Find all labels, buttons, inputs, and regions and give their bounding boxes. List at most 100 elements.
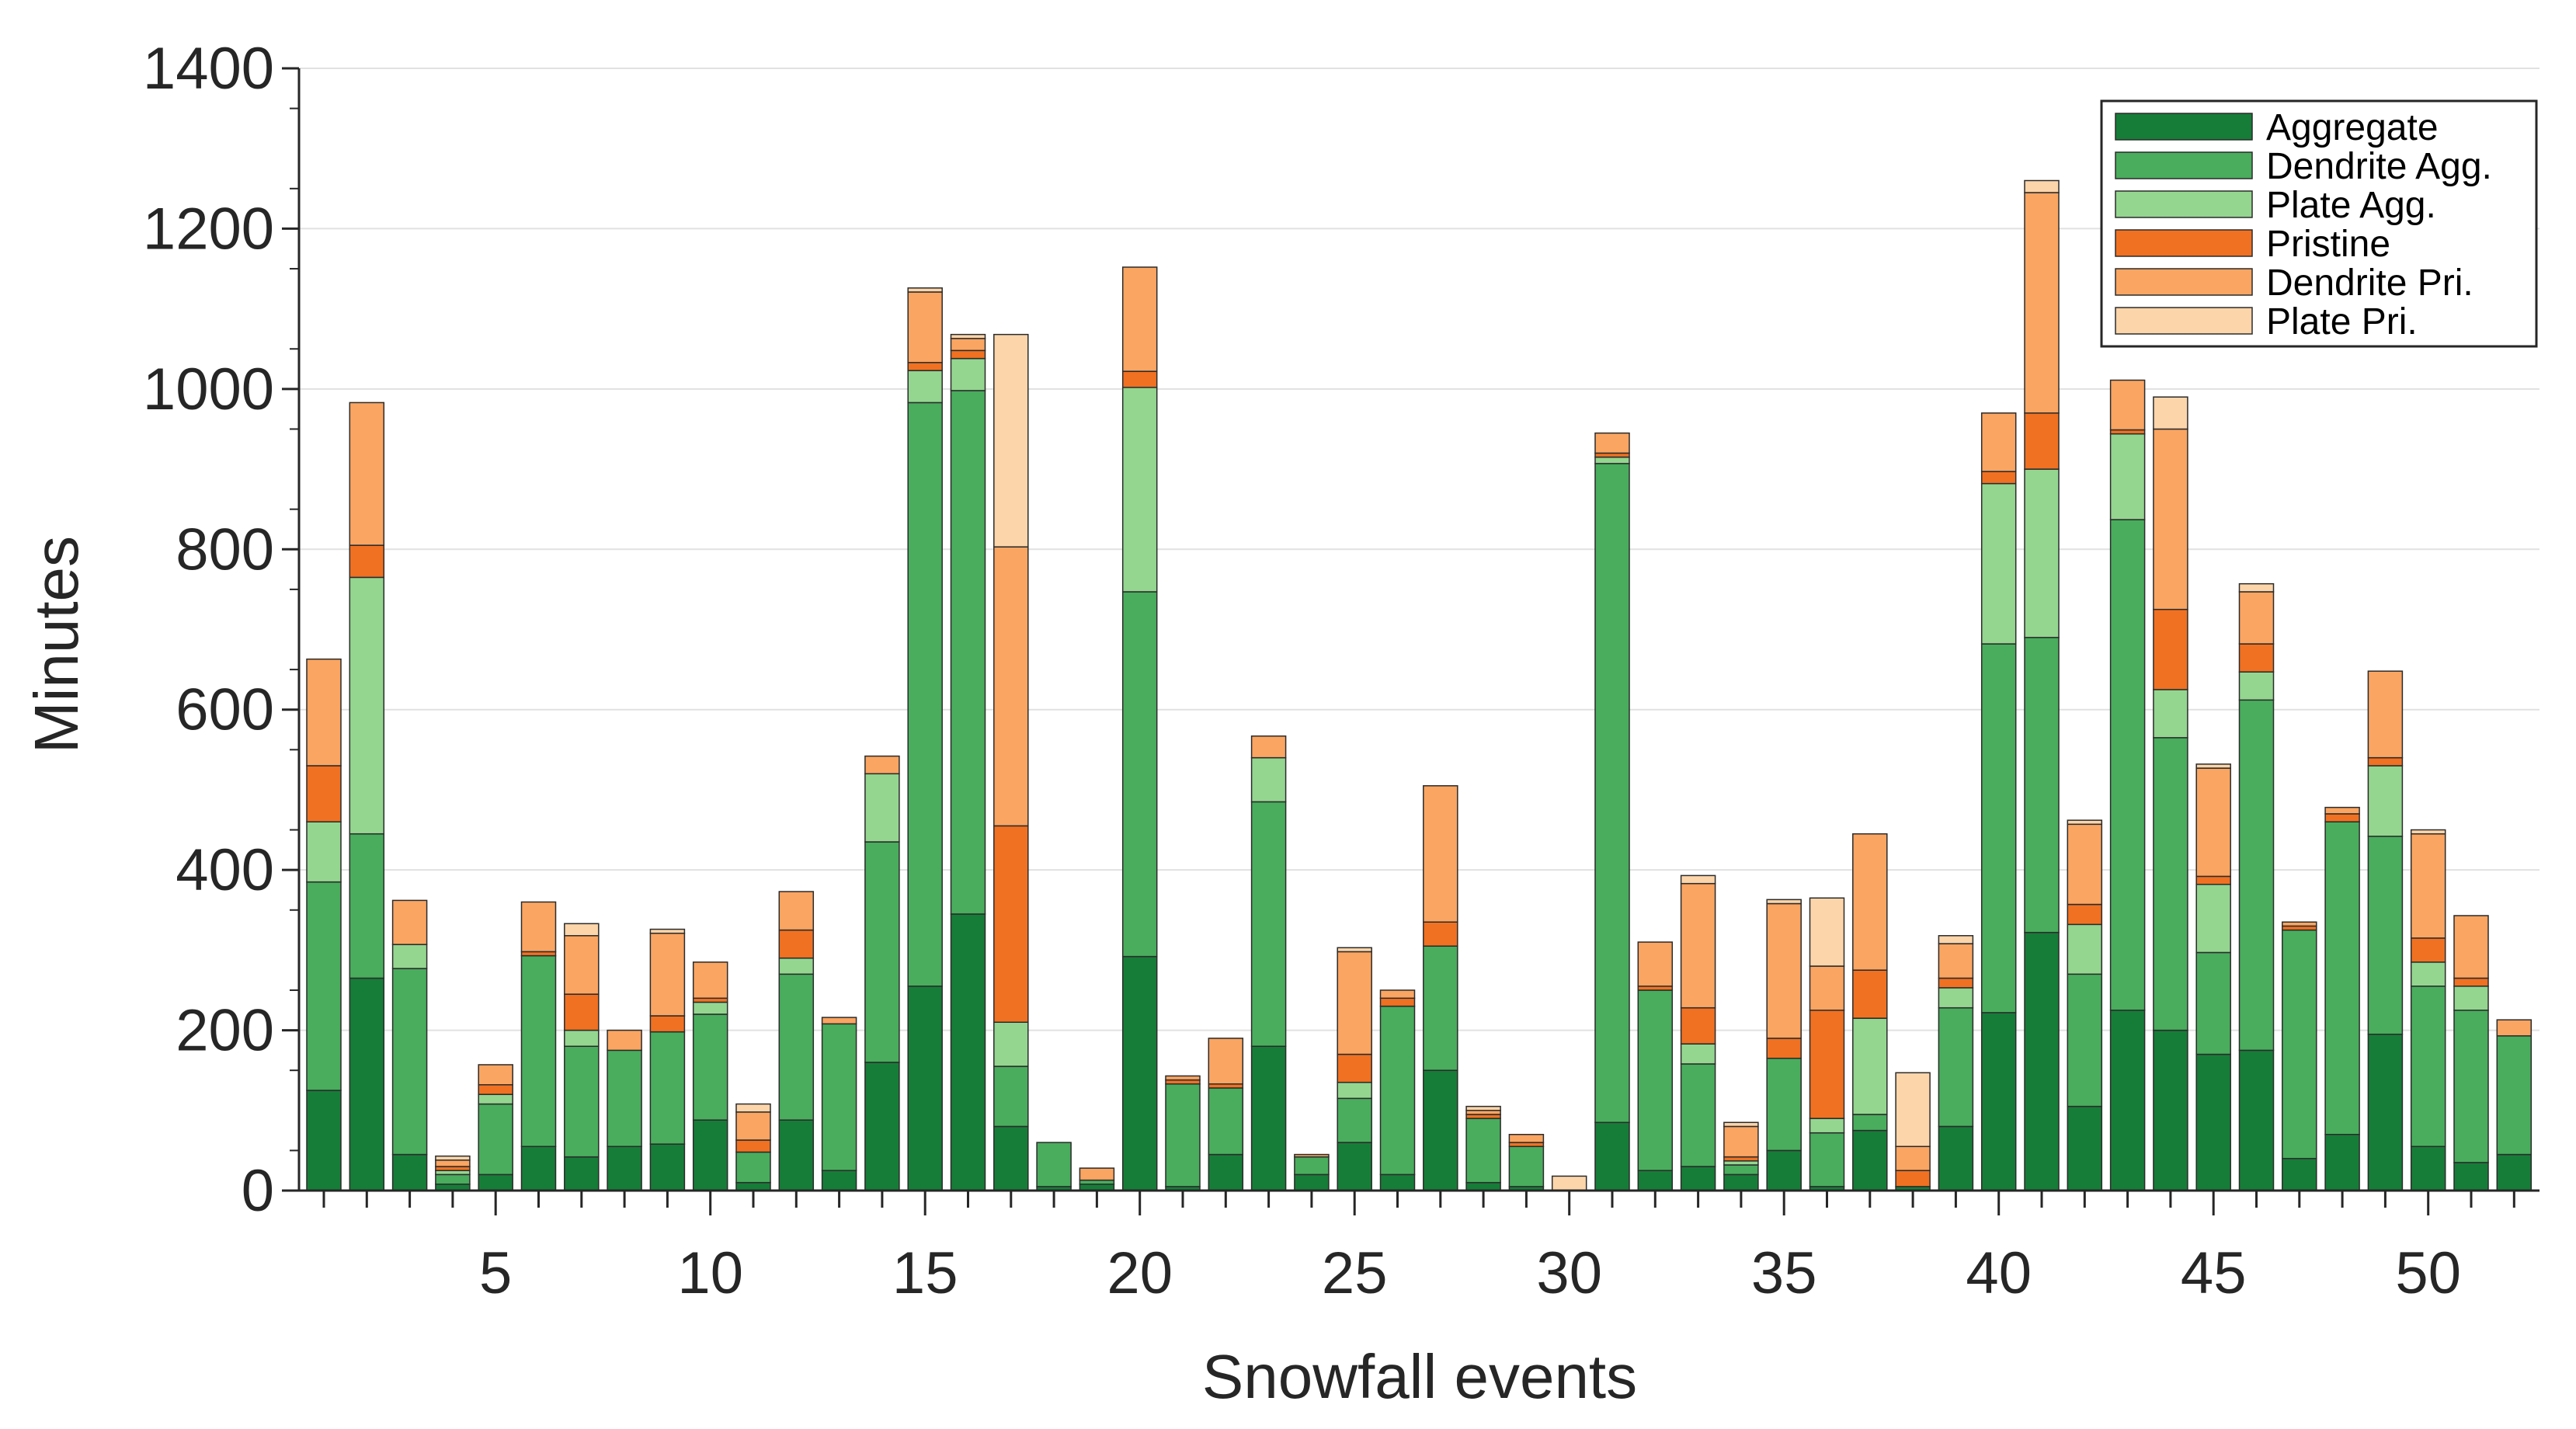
y-axis-title: Minutes xyxy=(22,536,91,753)
bar-segment-plate-agg xyxy=(864,773,900,843)
bar-segment-pristine xyxy=(2024,412,2060,470)
bar-segment-pristine xyxy=(778,929,815,959)
bar-segment-plate-pri xyxy=(649,928,686,934)
bar-segment-aggregate xyxy=(907,986,943,1191)
bar-segment-plate-agg xyxy=(1121,387,1158,593)
bar-segment-dendrite-agg xyxy=(1766,1057,1802,1152)
bar-segment-dendrite-pri xyxy=(2324,806,2360,815)
bar-segment-dendrite-agg xyxy=(1637,989,1674,1171)
bar-segment-dendrite-agg xyxy=(478,1103,513,1176)
bar-segment-dendrite-agg xyxy=(2238,699,2275,1052)
bar-segment-dendrite-agg xyxy=(2109,519,2146,1011)
bar-segment-plate-pri xyxy=(1895,1072,1931,1147)
bar-segment-aggregate xyxy=(306,1090,342,1191)
bar-segment-aggregate xyxy=(2324,1134,2360,1191)
bar-segment-pristine xyxy=(1465,1114,1501,1119)
bar-segment-plate-agg xyxy=(1723,1160,1759,1166)
bar-segment-plate-agg xyxy=(2153,689,2188,739)
bar-segment-plate-pri xyxy=(2195,763,2231,769)
bar-segment-pristine xyxy=(735,1139,771,1153)
legend-swatch xyxy=(2115,229,2253,257)
bar-segment-dendrite-agg xyxy=(1165,1083,1201,1187)
bar-segment-dendrite-pri xyxy=(1423,785,1458,923)
bar-segment-dendrite-agg xyxy=(435,1173,471,1185)
bar-segment-dendrite-agg xyxy=(1250,801,1287,1047)
bar-segment-pristine xyxy=(564,993,600,1031)
y-tick-label: 1000 xyxy=(143,356,274,422)
bar-segment-pristine xyxy=(1165,1079,1201,1085)
bar-segment-dendrite-pri xyxy=(478,1064,513,1086)
bar-segment-dendrite-agg xyxy=(2496,1035,2533,1156)
bar-segment-dendrite-agg xyxy=(2282,929,2317,1160)
x-tick-label: 45 xyxy=(2181,1240,2247,1306)
bar-segment-plate-agg xyxy=(349,576,385,835)
bar-segment-dendrite-pri xyxy=(2367,670,2404,759)
bar-segment-plate-agg xyxy=(907,370,943,404)
bar-segment-plate-agg xyxy=(2367,765,2404,837)
y-tick-label: 1400 xyxy=(143,36,274,102)
bar-segment-aggregate xyxy=(1680,1166,1716,1191)
bar-segment-dendrite-agg xyxy=(1465,1118,1501,1184)
bar-segment-dendrite-agg xyxy=(1680,1063,1716,1167)
bar-segment-aggregate xyxy=(735,1181,771,1191)
bar-segment-plate-agg xyxy=(692,1001,728,1015)
x-tick-label: 20 xyxy=(1107,1240,1173,1306)
bar-segment-dendrite-pri xyxy=(2238,591,2275,645)
bar-segment-aggregate xyxy=(607,1146,642,1191)
bar-segment-pristine xyxy=(349,544,385,579)
legend-label: Pristine xyxy=(2266,224,2390,265)
bar-segment-dendrite-agg xyxy=(993,1066,1029,1128)
x-axis-title: Snowfall events xyxy=(1202,1342,1637,1411)
bar-segment-pristine xyxy=(1379,997,1416,1007)
bar-segment-aggregate xyxy=(1852,1129,1888,1191)
bar-segment-dendrite-agg xyxy=(1036,1142,1072,1187)
bar-segment-dendrite-pri xyxy=(1337,951,1372,1055)
bar-segment-dendrite-pri xyxy=(1594,432,1630,454)
bar-segment-pristine xyxy=(1766,1038,1802,1059)
bar-segment-aggregate xyxy=(1465,1181,1501,1191)
bar-segment-dendrite-pri xyxy=(564,935,600,995)
bar-segment-plate-agg xyxy=(1680,1043,1716,1065)
bar-segment-dendrite-pri xyxy=(391,899,428,945)
bar-segment-aggregate xyxy=(1637,1170,1674,1191)
y-tick-label: 1200 xyxy=(143,196,274,262)
bar-segment-aggregate xyxy=(478,1173,513,1191)
bar-segment-plate-pri xyxy=(564,923,600,937)
bar-segment-dendrite-pri xyxy=(1766,902,1802,1039)
bar-segment-dendrite-agg xyxy=(2453,1010,2489,1163)
x-tick-label: 30 xyxy=(1536,1240,1602,1306)
bar-segment-dendrite-agg xyxy=(1723,1164,1759,1176)
bar-segment-pristine xyxy=(1723,1156,1759,1162)
bar-segment-dendrite-agg xyxy=(907,402,943,987)
bar-segment-plate-pri xyxy=(1465,1105,1501,1111)
bar-segment-dendrite-agg xyxy=(306,881,342,1091)
bar-segment-aggregate xyxy=(2282,1157,2317,1191)
bar-segment-plate-pri xyxy=(2410,829,2446,835)
bar-segment-dendrite-pri xyxy=(735,1111,771,1141)
bar-segment-dendrite-agg xyxy=(2410,986,2446,1147)
bar-segment-plate-agg xyxy=(2109,433,2146,520)
bar-segment-plate-pri xyxy=(2153,396,2188,430)
bar-segment-pristine xyxy=(649,1015,686,1033)
bar-segment-aggregate xyxy=(2109,1010,2146,1191)
bar-segment-aggregate xyxy=(1121,955,1158,1191)
bar-segment-plate-agg xyxy=(435,1170,471,1176)
bar-segment-dendrite-agg xyxy=(1121,591,1158,958)
bar-segment-dendrite-pri xyxy=(2153,428,2188,610)
bar-segment-dendrite-pri xyxy=(1809,965,1845,1011)
y-tick-label: 0 xyxy=(242,1158,274,1224)
bar-segment-dendrite-agg xyxy=(1938,1007,1974,1128)
bar-segment-dendrite-agg xyxy=(520,954,557,1147)
bar-segment-plate-agg xyxy=(2067,923,2103,975)
bar-segment-dendrite-agg xyxy=(349,833,385,979)
bar-segment-plate-agg xyxy=(1337,1081,1372,1100)
legend-swatch xyxy=(2115,113,2253,141)
bar-segment-pristine xyxy=(907,362,943,371)
bar-segment-plate-pri xyxy=(1938,935,1974,944)
bar-segment-plate-pri xyxy=(1723,1121,1759,1128)
bar-segment-dendrite-agg xyxy=(1337,1097,1372,1143)
bar-segment-plate-pri xyxy=(993,333,1029,548)
x-tick-label: 10 xyxy=(677,1240,743,1306)
